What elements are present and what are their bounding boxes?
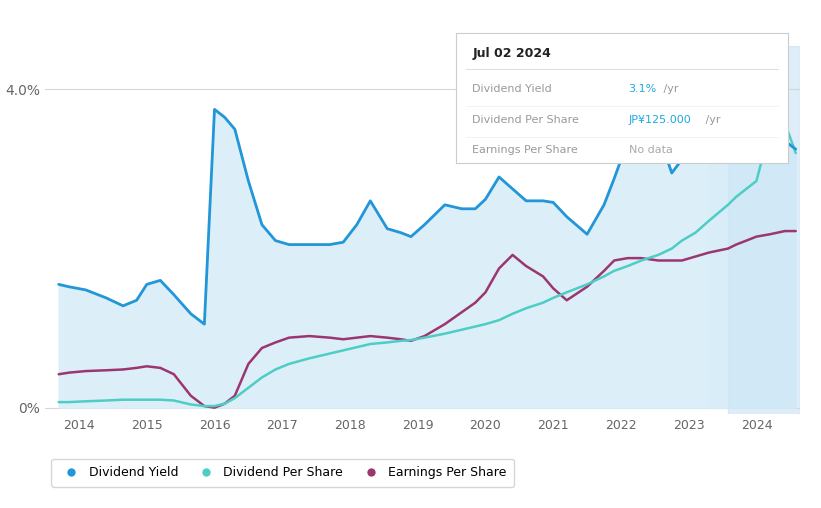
- Text: No data: No data: [629, 145, 672, 154]
- Text: /yr: /yr: [660, 84, 679, 93]
- Text: Jul 02 2024: Jul 02 2024: [472, 47, 551, 60]
- Text: Past: Past: [731, 65, 754, 75]
- Text: Dividend Per Share: Dividend Per Share: [472, 115, 579, 125]
- Bar: [728, 46, 800, 414]
- Text: 3.1%: 3.1%: [629, 84, 657, 93]
- Text: Dividend Yield: Dividend Yield: [472, 84, 552, 93]
- Text: JP¥125.000: JP¥125.000: [629, 115, 691, 125]
- Legend: Dividend Yield, Dividend Per Share, Earnings Per Share: Dividend Yield, Dividend Per Share, Earn…: [52, 459, 514, 487]
- Text: Earnings Per Share: Earnings Per Share: [472, 145, 578, 154]
- Text: /yr: /yr: [702, 115, 720, 125]
